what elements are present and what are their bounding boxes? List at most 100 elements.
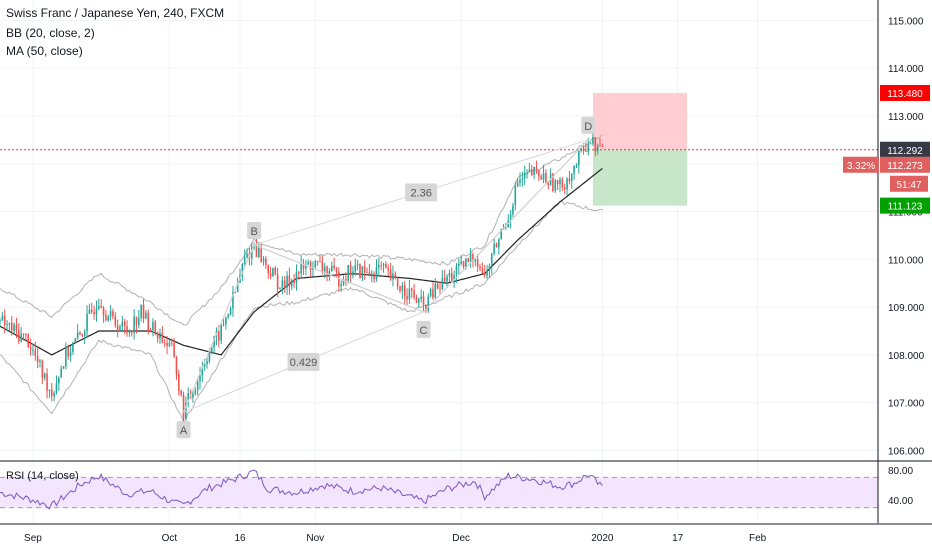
indicator-rsi-label[interactable]: RSI (14, close) — [6, 470, 79, 482]
candle-body — [328, 271, 331, 275]
change-pct-tag: 3.32% — [843, 156, 879, 173]
candle-body — [156, 332, 159, 339]
candle-body — [119, 326, 121, 332]
candle-body — [535, 167, 538, 170]
countdown-tag-text: 51:47 — [896, 180, 921, 191]
candle-body — [542, 172, 545, 180]
indicator-ma-label[interactable]: MA (50, close) — [6, 44, 83, 58]
candle-body — [241, 263, 244, 276]
candle-body — [102, 307, 105, 315]
candle-body — [27, 334, 30, 347]
candle-body — [585, 151, 587, 152]
candle-body — [481, 268, 484, 274]
candle-body — [476, 259, 479, 267]
candle-body — [460, 261, 462, 264]
candle-body — [450, 273, 453, 281]
candle-body — [359, 264, 361, 279]
last-price-tag: 112.292 — [880, 141, 930, 158]
candle-body — [321, 261, 324, 272]
candle-body — [236, 282, 239, 293]
rsi-pane — [0, 469, 878, 510]
candle-body — [121, 321, 124, 327]
candle-body — [509, 214, 512, 221]
target-price-tag: 111.123 — [880, 197, 930, 214]
candle-body — [234, 292, 237, 293]
candle-body — [345, 279, 347, 281]
bollinger-upper-band — [0, 133, 603, 326]
candle-body — [418, 299, 420, 303]
candle-body — [74, 338, 77, 343]
candle-body — [288, 275, 291, 287]
candle-body — [368, 272, 371, 275]
candle-body — [366, 272, 368, 274]
candle-body — [453, 274, 455, 281]
candle-body — [154, 321, 157, 333]
candle-body — [469, 254, 472, 263]
take-profit-zone — [592, 149, 688, 206]
countdown-tag: 51:47 — [890, 175, 928, 192]
candle-body — [582, 148, 585, 152]
candle-body — [1, 315, 4, 321]
candle-body — [467, 258, 470, 263]
candle-body — [519, 179, 521, 184]
candle-body — [88, 309, 91, 314]
time-tick-label: 17 — [672, 533, 684, 544]
candle-body — [455, 266, 458, 275]
candle-body — [330, 265, 333, 272]
candle-body — [246, 253, 248, 258]
price-tick-label: 106.000 — [888, 446, 925, 457]
candle-body — [495, 243, 498, 248]
candle-body — [58, 377, 60, 384]
candle-body — [123, 321, 126, 327]
price-tick-label: 114.000 — [888, 64, 924, 75]
candle-body — [3, 315, 6, 326]
pattern-point-label: C — [420, 325, 428, 337]
candle-body — [135, 316, 138, 326]
candle-body — [133, 316, 135, 333]
candle-body — [203, 364, 206, 367]
rsi-tick-label: 40.00 — [888, 496, 913, 507]
candle-body — [385, 263, 387, 268]
candle-body — [573, 165, 575, 174]
indicator-bb-label[interactable]: BB (20, close, 2) — [6, 26, 95, 40]
rsi-tick-label: 80.00 — [888, 466, 913, 477]
pattern-point-label: D — [584, 121, 592, 133]
candle-body — [399, 286, 401, 291]
target-price-tag-text: 111.123 — [888, 202, 923, 213]
pattern-point-b: B — [247, 221, 262, 239]
candle-body — [599, 145, 601, 147]
candle-body — [199, 375, 201, 382]
candle-body — [8, 322, 11, 325]
time-tick-label: Oct — [162, 533, 178, 544]
ratio-box — [287, 353, 320, 372]
price-tick-label: 110.000 — [888, 255, 924, 266]
candle-body — [601, 146, 604, 147]
candle-body — [105, 314, 107, 321]
time-tick-label: 2020 — [591, 533, 614, 544]
candle-body — [265, 258, 267, 265]
time-tick-label: 16 — [234, 533, 246, 544]
time-tick-label: Dec — [452, 533, 470, 544]
candle-body — [83, 331, 86, 336]
candle-body — [592, 137, 594, 144]
candle-body — [159, 333, 161, 339]
candle-body — [18, 330, 20, 342]
candle-body — [232, 292, 234, 309]
candle-body — [422, 296, 425, 305]
candle-body — [547, 182, 550, 186]
candle-body — [269, 273, 272, 277]
candle-body — [250, 246, 253, 259]
pattern-point-a: A — [176, 421, 191, 439]
candle-body — [382, 263, 385, 266]
candle-body — [523, 172, 526, 179]
pattern-point-c: C — [416, 320, 431, 338]
candle-body — [50, 389, 53, 397]
candle-body — [425, 304, 427, 311]
candle-body — [363, 266, 366, 273]
candle-body — [443, 277, 446, 282]
chart-title[interactable]: Swiss Franc / Japanese Yen, 240, FXCM — [6, 6, 225, 20]
candle-body — [488, 265, 491, 271]
candle-body — [465, 258, 467, 268]
candle-body — [168, 342, 171, 346]
